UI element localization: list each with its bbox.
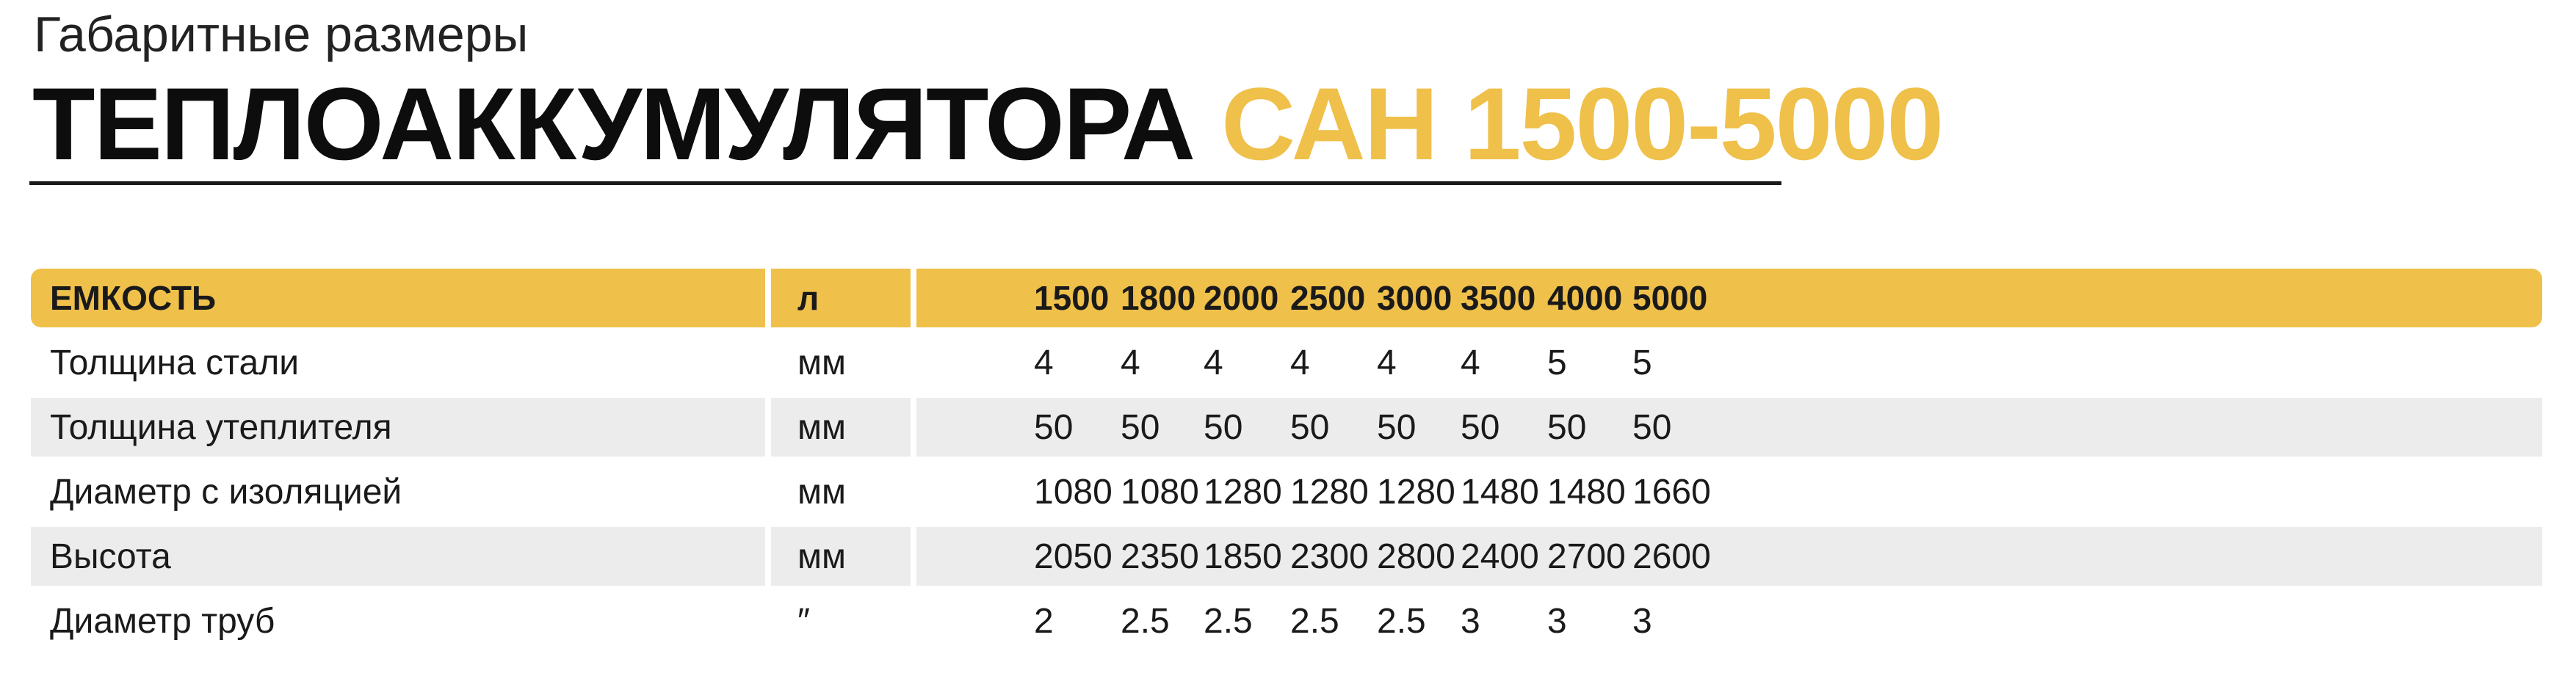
header-name-cell: ЕМКОСТЬ: [31, 269, 765, 327]
row-values: 1080 1080 1280 1280 1280 1480 1480 1660: [916, 462, 2542, 521]
table-header-row: ЕМКОСТЬ л 1500 1800 2000 2500 3000 3500 4000 50…: [31, 269, 2542, 333]
row-label: Толщина стали: [50, 343, 300, 382]
value-cell: 50: [1121, 407, 1160, 447]
value-cell: 2600: [1632, 537, 1711, 576]
value-cell: 2.5: [1290, 601, 1339, 641]
row-unit: мм: [771, 527, 911, 586]
value-cell: 4: [1121, 343, 1140, 382]
value-cell: 4000: [1547, 279, 1623, 317]
value-cell: 5: [1547, 343, 1567, 382]
value-cell: 2: [1034, 601, 1054, 641]
value-cell: 50: [1547, 407, 1587, 447]
row-values: 50 50 50 50 50 50 50 50: [916, 398, 2542, 457]
specs-table: ЕМКОСТЬ л 1500 1800 2000 2500 3000 3500 4000 50…: [31, 269, 2542, 656]
table-row: Диаметр труб ″ 2 2.5 2.5 2.5 2.5 3 3 3: [31, 592, 2542, 656]
value-cell: 2.5: [1377, 601, 1426, 641]
value-cell: 1480: [1461, 472, 1539, 512]
value-cell: 1280: [1290, 472, 1369, 512]
value-cell: 2350: [1121, 537, 1199, 576]
value-cell: 50: [1377, 407, 1417, 447]
value-cell: 4: [1034, 343, 1054, 382]
value-cell: 50: [1034, 407, 1074, 447]
value-cell: 2050: [1034, 537, 1112, 576]
value-cell: 50: [1204, 407, 1243, 447]
title-main: ТЕПЛОАККУМУЛЯТОРА: [32, 66, 1195, 181]
row-unit: мм: [797, 343, 846, 382]
value-cell: 4: [1290, 343, 1310, 382]
title-accent: САН 1500-5000: [1221, 66, 1944, 181]
value-cell: 3: [1632, 601, 1652, 641]
value-cell: 5000: [1632, 279, 1708, 317]
value-cell: 50: [1461, 407, 1500, 447]
value-cell: 4: [1204, 343, 1223, 382]
value-cell: 2800: [1377, 537, 1455, 576]
value-cell: 3: [1547, 601, 1567, 641]
value-cell: 2500: [1290, 279, 1366, 317]
value-cell: 1080: [1121, 472, 1199, 512]
value-cell: 50: [1290, 407, 1330, 447]
value-cell: 1480: [1547, 472, 1626, 512]
value-cell: 1080: [1034, 472, 1112, 512]
title-underline: [29, 181, 1781, 185]
value-cell: 3: [1461, 601, 1480, 641]
value-cell: 1280: [1204, 472, 1282, 512]
value-cell: 1800: [1121, 279, 1196, 317]
header-unit-cell: л: [771, 269, 911, 327]
row-values: 2 2.5 2.5 2.5 2.5 3 3 3: [916, 592, 2542, 650]
value-cell: 2.5: [1204, 601, 1253, 641]
value-cell: 2400: [1461, 537, 1539, 576]
row-label: Диаметр с изоляцией: [50, 472, 402, 512]
row-label: Толщина утеплителя: [31, 398, 765, 457]
row-unit: мм: [797, 472, 846, 512]
row-values: 2050 2350 1850 2300 2800 2400 2700 2600: [916, 527, 2542, 586]
value-cell: 2700: [1547, 537, 1626, 576]
table-row: Толщина утеплителя мм 50 50 50 50 50 50 50 50: [31, 398, 2542, 462]
table-row: Высота мм 2050 2350 1850 2300 2800 2400 2700 2600: [31, 527, 2542, 592]
value-cell: 2300: [1290, 537, 1369, 576]
row-unit: мм: [771, 398, 911, 457]
page-title: ТЕПЛОАККУМУЛЯТОРА САН 1500-5000: [32, 65, 1944, 183]
value-cell: 50: [1632, 407, 1672, 447]
value-cell: 2000: [1204, 279, 1279, 317]
row-values: 4 4 4 4 4 4 5 5: [916, 333, 2542, 392]
value-cell: 3000: [1377, 279, 1452, 317]
subtitle: Габаритные размеры: [34, 7, 529, 62]
row-label: Диаметр труб: [50, 601, 275, 641]
value-cell: 1500: [1034, 279, 1110, 317]
table-row: Толщина стали мм 4 4 4 4 4 4 5 5: [31, 333, 2542, 398]
value-cell: 5: [1632, 343, 1652, 382]
value-cell: 4: [1461, 343, 1480, 382]
value-cell: 1280: [1377, 472, 1455, 512]
value-cell: 2.5: [1121, 601, 1170, 641]
value-cell: 1660: [1632, 472, 1711, 512]
value-cell: 1850: [1204, 537, 1282, 576]
row-label: Высота: [31, 527, 765, 586]
row-unit: ″: [797, 601, 810, 641]
table-row: Диаметр с изоляцией мм 1080 1080 1280 1280 128…: [31, 462, 2542, 527]
value-cell: 4: [1377, 343, 1397, 382]
value-cell: 3500: [1461, 279, 1536, 317]
header-values: 1500 1800 2000 2500 3000 3500 4000 5000: [916, 269, 2542, 327]
